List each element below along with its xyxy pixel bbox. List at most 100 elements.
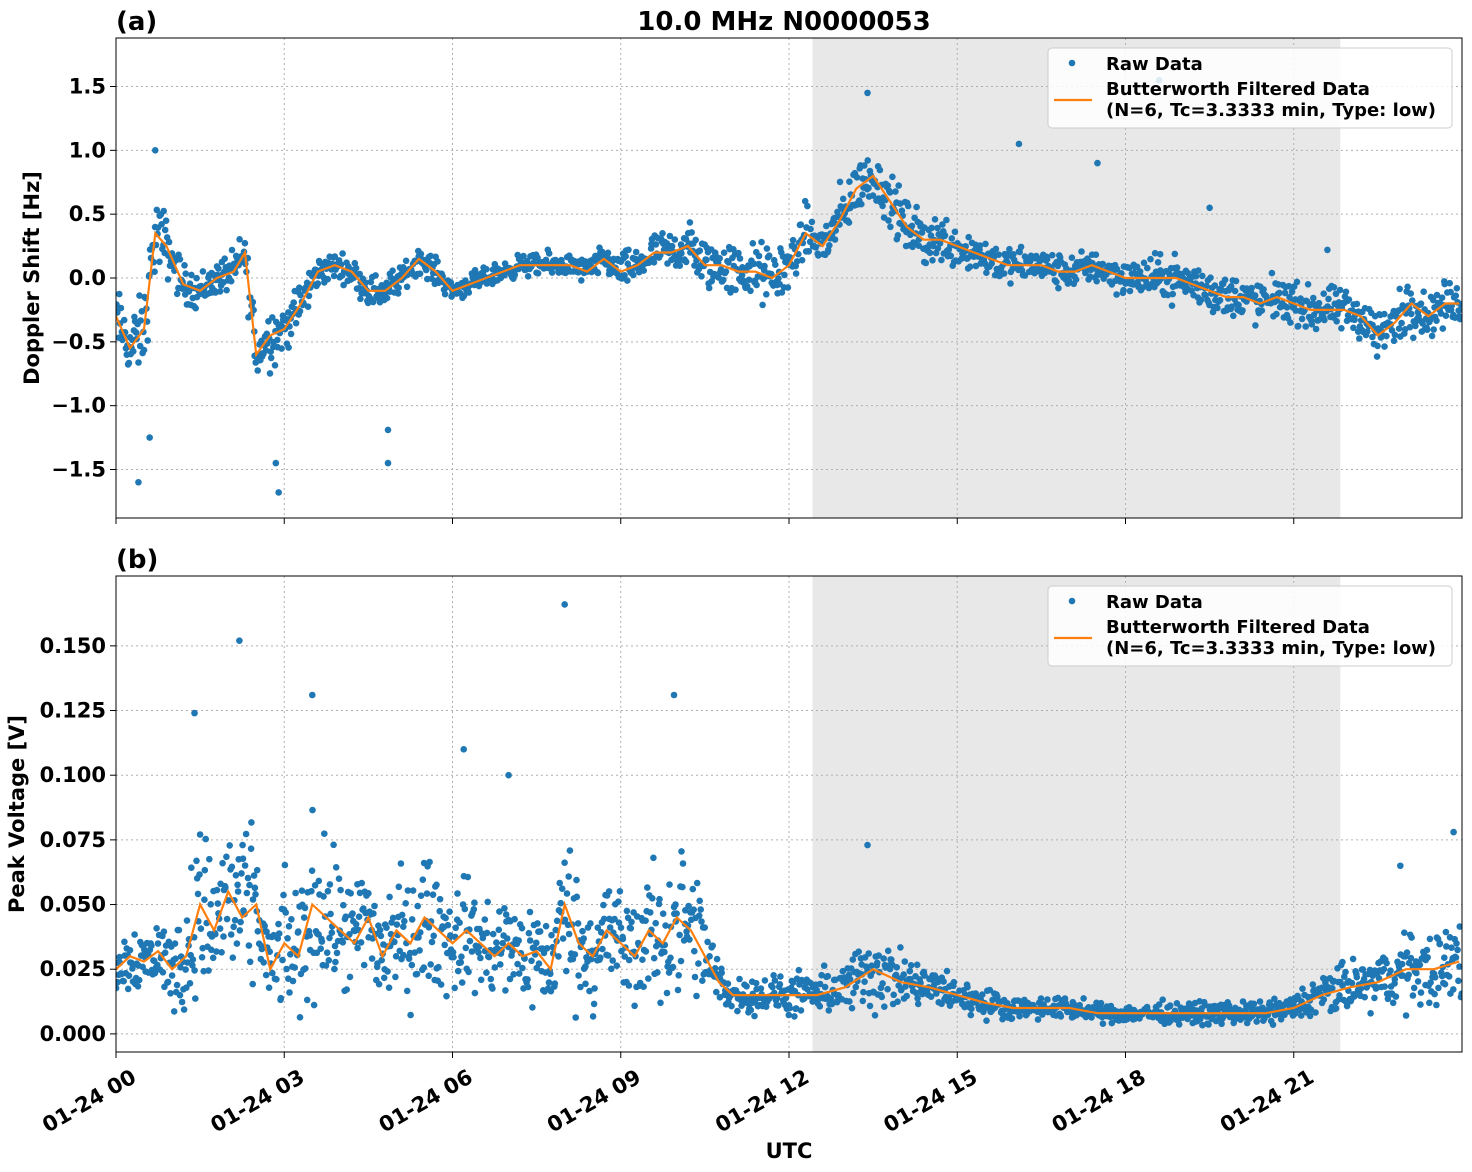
raw-data-point xyxy=(135,976,143,984)
raw-data-point xyxy=(1010,251,1017,258)
raw-data-point xyxy=(189,956,197,963)
raw-data-point xyxy=(244,874,252,882)
raw-data-point xyxy=(1285,282,1293,290)
raw-data-point xyxy=(897,944,904,951)
raw-data-outlier xyxy=(1015,140,1023,148)
raw-data-point xyxy=(419,876,427,883)
y-tick-label: 0.000 xyxy=(40,1022,106,1046)
raw-data-point xyxy=(642,948,650,955)
raw-data-point xyxy=(326,934,333,942)
raw-data-point xyxy=(416,947,423,954)
raw-data-point xyxy=(1271,1011,1279,1019)
raw-data-point xyxy=(465,968,472,976)
raw-data-point xyxy=(947,252,955,260)
raw-data-outlier xyxy=(384,459,392,467)
raw-data-point xyxy=(173,981,181,989)
raw-data-point xyxy=(524,273,532,280)
raw-data-point xyxy=(1312,325,1320,333)
raw-data-point xyxy=(1387,967,1394,974)
raw-data-point xyxy=(1374,342,1381,350)
raw-data-point xyxy=(506,975,514,983)
raw-data-point xyxy=(395,284,403,292)
raw-data-point xyxy=(136,292,143,299)
raw-data-point xyxy=(321,830,328,837)
raw-data-point xyxy=(523,257,531,265)
raw-data-point xyxy=(600,901,607,909)
raw-data-point xyxy=(619,935,627,943)
raw-data-point xyxy=(201,866,209,874)
raw-data-point xyxy=(324,275,332,283)
raw-data-point xyxy=(551,980,559,987)
raw-data-point xyxy=(1361,993,1368,1001)
raw-data-point xyxy=(692,236,699,244)
raw-data-point xyxy=(691,947,698,955)
raw-data-point xyxy=(768,270,775,278)
raw-data-point xyxy=(1044,996,1051,1003)
raw-data-point xyxy=(417,250,425,258)
raw-data-point xyxy=(285,923,293,930)
raw-data-point xyxy=(400,264,407,271)
raw-data-point xyxy=(749,240,757,247)
raw-data-point xyxy=(1169,290,1176,298)
raw-data-point xyxy=(1342,288,1350,296)
raw-data-point xyxy=(821,983,829,991)
raw-data-point xyxy=(676,262,684,270)
raw-data-point xyxy=(196,831,204,838)
raw-data-point xyxy=(395,883,403,891)
raw-data-point xyxy=(234,881,241,889)
raw-data-point xyxy=(491,964,499,971)
raw-data-point xyxy=(167,990,174,997)
raw-data-point xyxy=(704,938,711,946)
raw-data-point xyxy=(1454,946,1461,954)
raw-data-point xyxy=(339,250,346,257)
raw-data-point xyxy=(1423,946,1431,954)
raw-data-point xyxy=(1205,1021,1212,1028)
raw-data-point xyxy=(706,953,713,960)
raw-data-point xyxy=(1338,325,1345,332)
raw-data-point xyxy=(553,917,561,925)
raw-data-point xyxy=(227,277,235,285)
raw-data-outlier xyxy=(308,691,316,699)
raw-data-point xyxy=(1433,1001,1440,1009)
raw-data-point xyxy=(695,912,703,919)
raw-data-point xyxy=(1113,265,1121,273)
raw-data-point xyxy=(1231,287,1239,295)
raw-data-point xyxy=(278,345,285,352)
raw-data-point xyxy=(159,969,167,976)
raw-data-point xyxy=(454,890,461,897)
raw-data-point xyxy=(686,936,693,943)
raw-data-point xyxy=(225,897,232,904)
raw-data-point xyxy=(604,952,612,959)
raw-data-point xyxy=(1037,995,1045,1002)
raw-data-point xyxy=(247,845,255,852)
raw-data-point xyxy=(153,925,160,932)
raw-data-point xyxy=(1120,286,1127,294)
raw-data-point xyxy=(475,949,482,956)
raw-data-point xyxy=(556,879,563,887)
raw-data-point xyxy=(392,973,399,981)
raw-data-point xyxy=(254,367,261,374)
raw-data-point xyxy=(999,1015,1006,1023)
raw-data-point xyxy=(884,985,891,993)
raw-data-point xyxy=(892,188,899,195)
raw-data-point xyxy=(408,916,416,923)
raw-data-point xyxy=(464,873,472,881)
raw-data-point xyxy=(519,964,526,972)
raw-data-point xyxy=(640,983,647,990)
raw-data-point xyxy=(358,879,366,887)
raw-data-point xyxy=(357,939,365,946)
raw-data-point xyxy=(1348,979,1356,987)
raw-data-point xyxy=(1228,303,1235,311)
raw-data-point xyxy=(193,274,200,282)
raw-data-point xyxy=(914,995,921,1002)
raw-data-point xyxy=(623,907,631,915)
raw-data-point xyxy=(433,881,440,889)
raw-data-point xyxy=(393,921,401,928)
raw-data-point xyxy=(669,963,677,971)
raw-data-point xyxy=(578,277,585,284)
raw-data-point xyxy=(1230,312,1237,320)
raw-data-point xyxy=(173,290,181,298)
raw-data-point xyxy=(161,226,169,234)
raw-data-point xyxy=(1088,1014,1095,1021)
raw-data-point xyxy=(982,240,989,248)
